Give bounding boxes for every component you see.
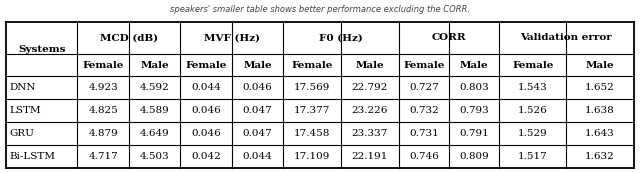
Text: CORR: CORR (432, 33, 467, 42)
Text: Female: Female (512, 61, 554, 70)
Text: 0.809: 0.809 (460, 152, 489, 161)
Text: 0.746: 0.746 (409, 152, 439, 161)
Text: 17.109: 17.109 (294, 152, 330, 161)
Text: MCD (dB): MCD (dB) (100, 33, 158, 42)
Text: 0.047: 0.047 (243, 106, 273, 115)
Text: 4.879: 4.879 (88, 129, 118, 138)
Text: LSTM: LSTM (10, 106, 41, 115)
Text: 0.791: 0.791 (460, 129, 489, 138)
Text: 0.803: 0.803 (460, 83, 489, 92)
Text: 0.731: 0.731 (409, 129, 439, 138)
Text: 1.543: 1.543 (518, 83, 548, 92)
Text: 0.042: 0.042 (191, 152, 221, 161)
Text: Male: Male (243, 61, 272, 70)
Text: 4.717: 4.717 (88, 152, 118, 161)
Text: Validation error: Validation error (520, 33, 612, 42)
Text: Female: Female (186, 61, 227, 70)
Text: 17.458: 17.458 (294, 129, 330, 138)
Text: 22.191: 22.191 (352, 152, 388, 161)
Text: 0.047: 0.047 (243, 129, 273, 138)
Text: Male: Male (460, 61, 488, 70)
Text: Systems: Systems (18, 44, 66, 53)
Text: 0.044: 0.044 (243, 152, 273, 161)
Text: 17.569: 17.569 (294, 83, 330, 92)
Text: Bi-LSTM: Bi-LSTM (10, 152, 56, 161)
Text: 1.643: 1.643 (585, 129, 615, 138)
Text: speakers' smaller table shows better performance excluding the CORR.: speakers' smaller table shows better per… (170, 5, 470, 14)
Text: 1.529: 1.529 (518, 129, 548, 138)
Text: 1.632: 1.632 (585, 152, 615, 161)
Text: Male: Male (586, 61, 614, 70)
Text: 0.046: 0.046 (243, 83, 273, 92)
Text: 1.652: 1.652 (585, 83, 615, 92)
Text: 22.792: 22.792 (352, 83, 388, 92)
Text: 23.337: 23.337 (352, 129, 388, 138)
Text: 0.046: 0.046 (191, 129, 221, 138)
Text: 0.727: 0.727 (409, 83, 439, 92)
Text: 0.793: 0.793 (460, 106, 489, 115)
Text: 0.732: 0.732 (409, 106, 439, 115)
Text: 1.526: 1.526 (518, 106, 548, 115)
Text: F0 (Hz): F0 (Hz) (319, 33, 363, 42)
Text: 23.226: 23.226 (352, 106, 388, 115)
Text: Female: Female (83, 61, 124, 70)
Text: 1.517: 1.517 (518, 152, 548, 161)
Text: 4.592: 4.592 (140, 83, 170, 92)
Text: DNN: DNN (10, 83, 36, 92)
Text: Male: Male (356, 61, 384, 70)
Text: GRU: GRU (10, 129, 35, 138)
Text: 4.649: 4.649 (140, 129, 170, 138)
Text: 4.825: 4.825 (88, 106, 118, 115)
Text: MVF (Hz): MVF (Hz) (204, 33, 260, 42)
Text: Female: Female (403, 61, 445, 70)
Text: 4.589: 4.589 (140, 106, 170, 115)
Text: 17.377: 17.377 (294, 106, 330, 115)
Text: Male: Male (140, 61, 169, 70)
Text: 0.046: 0.046 (191, 106, 221, 115)
Text: Female: Female (291, 61, 333, 70)
Text: 0.044: 0.044 (191, 83, 221, 92)
Text: 1.638: 1.638 (585, 106, 615, 115)
Text: 4.923: 4.923 (88, 83, 118, 92)
Text: 4.503: 4.503 (140, 152, 170, 161)
